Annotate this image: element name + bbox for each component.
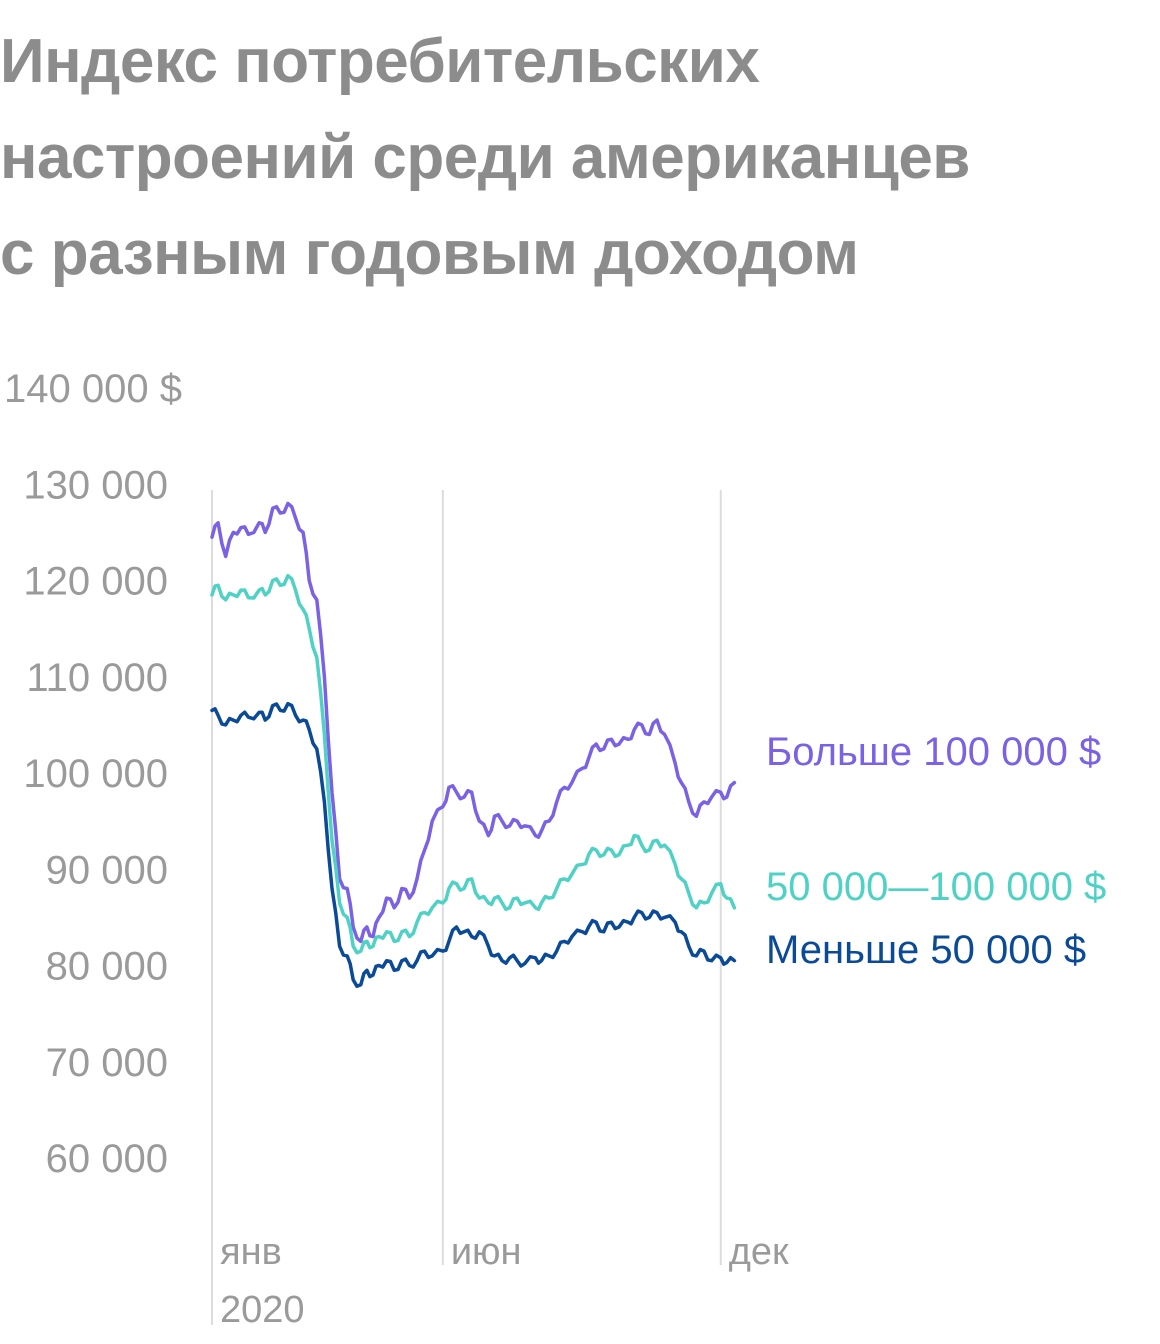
series-label: 50 000—100 000 $ bbox=[766, 865, 1106, 909]
x-axis: янв 2020 июн дек bbox=[211, 490, 789, 1331]
title-line-3: с разным годовым доходом bbox=[0, 219, 859, 288]
series-lines bbox=[210, 501, 737, 989]
y-tick-label: 90 000 bbox=[46, 848, 168, 892]
x-tick-label: июн bbox=[451, 1231, 522, 1273]
y-tick-label: 140 000 $ bbox=[4, 367, 182, 411]
y-tick-label: 120 000 bbox=[23, 560, 168, 604]
series-line bbox=[210, 701, 737, 989]
y-tick-label: 80 000 bbox=[46, 945, 168, 989]
series-line bbox=[210, 501, 737, 944]
series-labels: Больше 100 000 $ 50 000—100 000 $ Меньше 5… bbox=[766, 730, 1106, 972]
series-label: Больше 100 000 $ bbox=[766, 730, 1101, 774]
chart-title: Индекс потребительских настроений среди … bbox=[0, 14, 1150, 302]
y-tick-label: 100 000 bbox=[23, 752, 168, 796]
y-axis: 140 000 $ 130 000 120 000 110 000 100 000 90 … bbox=[4, 367, 182, 1181]
x-tick-year-label: 2020 bbox=[220, 1289, 305, 1331]
x-tick-label: янв bbox=[220, 1231, 282, 1273]
title-line-2: настроений среди американцев bbox=[0, 123, 970, 192]
y-tick-label: 70 000 bbox=[46, 1041, 168, 1085]
series-line bbox=[210, 573, 737, 955]
y-tick-label: 110 000 bbox=[26, 656, 168, 700]
title-line-1: Индекс потребительских bbox=[0, 27, 760, 96]
series-label: Меньше 50 000 $ bbox=[766, 928, 1086, 972]
x-tick-label: дек bbox=[729, 1231, 789, 1273]
y-tick-label: 60 000 bbox=[46, 1137, 168, 1181]
y-tick-label: 130 000 bbox=[23, 463, 168, 507]
